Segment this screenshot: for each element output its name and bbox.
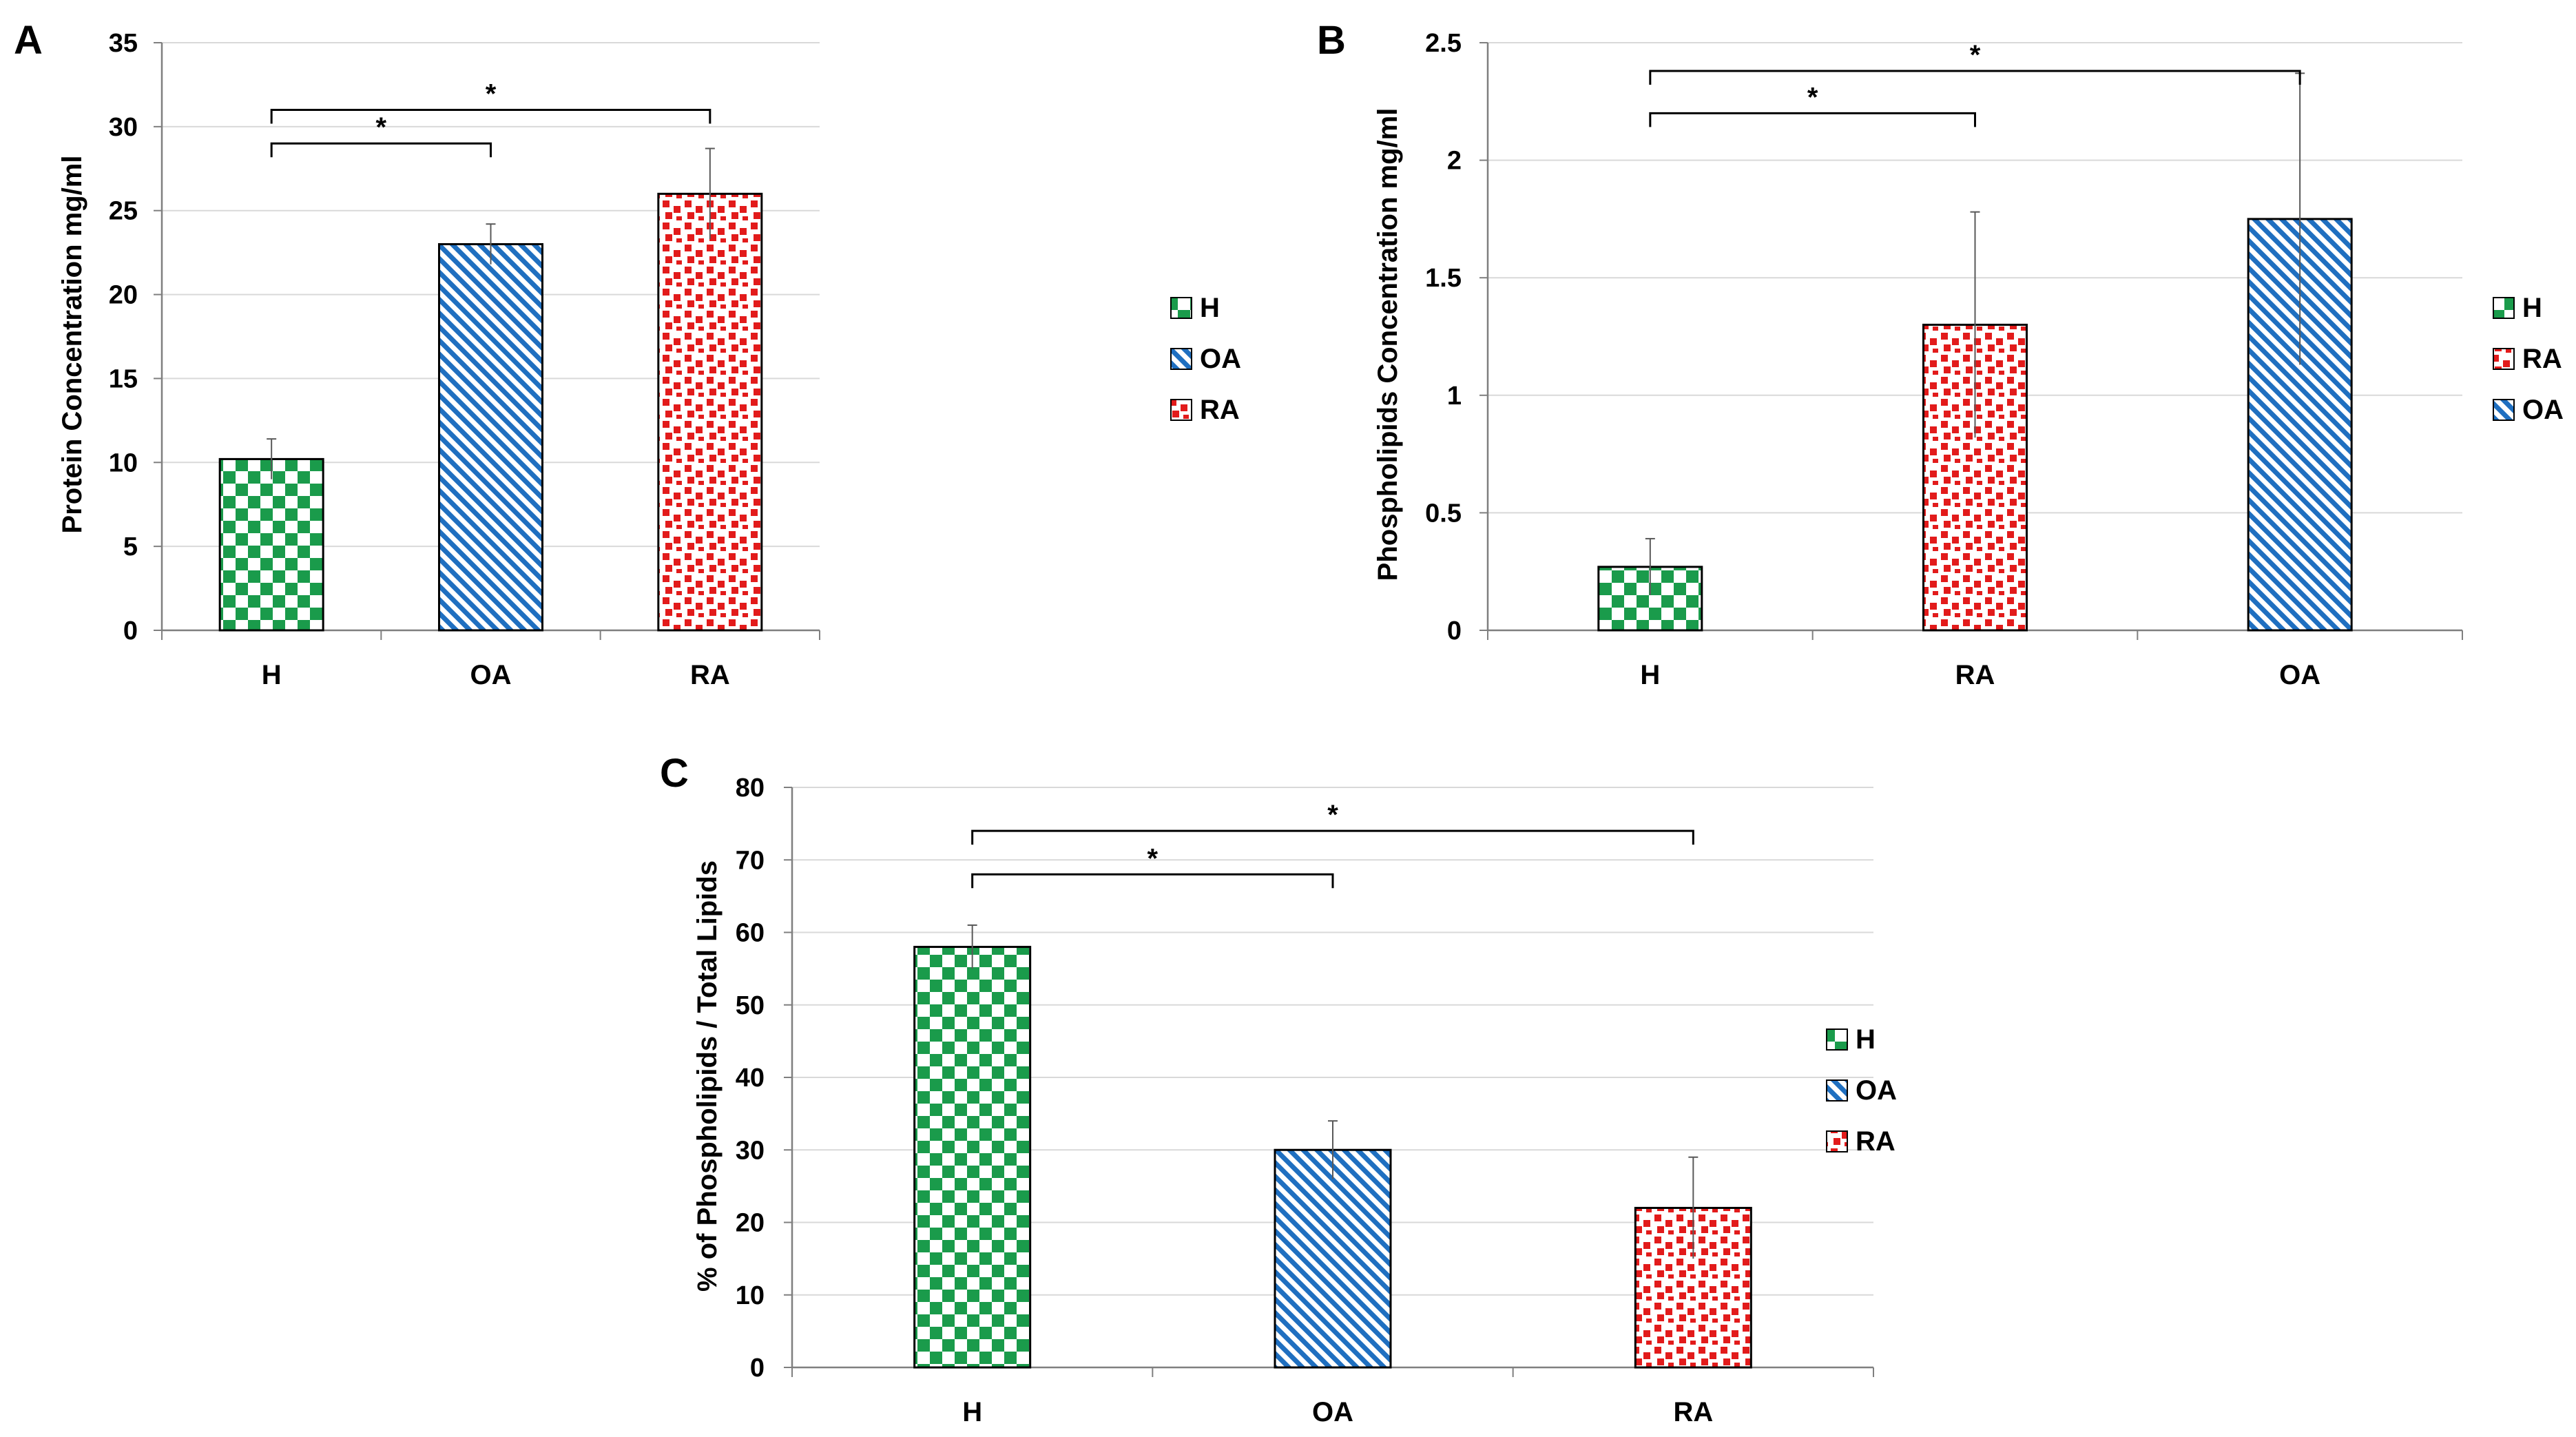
y-tick-label: 0.5 — [1425, 499, 1462, 528]
y-tick-label: 30 — [109, 113, 138, 142]
significance-bracket — [971, 873, 1334, 889]
legend-swatch-oa — [1170, 348, 1192, 370]
legend-swatch-ra — [1826, 1130, 1848, 1152]
legend-label: RA — [1200, 395, 1240, 425]
x-category-label: H — [262, 660, 282, 690]
legend-c: H OA RA — [1826, 1024, 1897, 1157]
y-tick-label: 25 — [109, 197, 138, 226]
y-axis-label-b: Phospholipids Concentration mg/ml — [1373, 108, 1403, 581]
y-tick-label: 2 — [1447, 147, 1462, 176]
y-tick-label: 40 — [736, 1064, 765, 1093]
significance-star: * — [376, 112, 387, 143]
bar-a-h — [218, 457, 324, 632]
chart-panel-b: B Phospholipids Concentration mg/ml 0 0.5… — [1317, 18, 2564, 690]
y-tick-label: 5 — [123, 533, 138, 561]
x-category-label: OA — [2279, 660, 2320, 690]
legend-label: RA — [1856, 1126, 1895, 1157]
x-category-label: RA — [1673, 1397, 1713, 1427]
y-tick-label: 15 — [109, 364, 138, 393]
x-category-label: H — [1640, 660, 1660, 690]
legend-swatch-h — [1826, 1028, 1848, 1051]
x-category-label: H — [962, 1397, 982, 1427]
legend-swatch-h — [1170, 297, 1192, 319]
significance-bracket — [1649, 112, 1976, 127]
legend-swatch-oa — [2493, 399, 2515, 421]
y-tick-label: 10 — [109, 448, 138, 477]
y-tick-label: 70 — [736, 846, 765, 875]
significance-bracket — [270, 108, 711, 124]
legend-a: H OA RA — [1170, 293, 1241, 425]
legend-label: H — [1200, 293, 1220, 323]
chart-panel-a: A Protein Concentration mg/ml 0 5 10 15 20 25… — [14, 18, 1241, 690]
bar-c-oa — [1274, 1148, 1392, 1369]
y-tick-label: 2.5 — [1425, 29, 1462, 58]
significance-bracket — [270, 142, 492, 158]
bar-a-ra — [657, 192, 763, 632]
x-category-label: OA — [1312, 1397, 1353, 1427]
bar-c-h — [913, 946, 1032, 1369]
significance-star: * — [1807, 82, 1818, 112]
y-tick-label: 20 — [736, 1209, 765, 1238]
panel-label-c: C — [660, 751, 689, 796]
x-category-label: OA — [470, 660, 512, 690]
y-tick-label: 0 — [1447, 617, 1462, 645]
x-category-label: RA — [1955, 660, 1995, 690]
y-tick-label: 80 — [736, 774, 765, 803]
chart-panel-c: C % of Phospholipids / Total Lipids 0 10 2… — [660, 751, 1897, 1427]
significance-bracket — [1649, 70, 2301, 85]
legend-b: H RA OA — [2493, 293, 2564, 425]
y-tick-label: 20 — [109, 281, 138, 310]
legend-swatch-ra — [1170, 399, 1192, 421]
legend-label: OA — [1200, 344, 1241, 374]
y-tick-label: 1 — [1447, 382, 1462, 411]
legend-swatch-ra — [2493, 348, 2515, 370]
y-axis-label-a: Protein Concentration mg/ml — [57, 156, 87, 534]
bar-a-oa — [438, 242, 543, 632]
y-axis-label-c: % of Phospholipids / Total Lipids — [692, 860, 723, 1292]
y-tick-label: 60 — [736, 919, 765, 948]
y-tick-label: 1.5 — [1425, 264, 1462, 293]
y-tick-label: 0 — [750, 1354, 765, 1383]
y-tick-label: 10 — [736, 1281, 765, 1310]
legend-label: OA — [1856, 1075, 1897, 1106]
legend-swatch-oa — [1826, 1079, 1848, 1102]
legend-label: RA — [2522, 344, 2562, 374]
legend-label: H — [1856, 1024, 1876, 1055]
legend-label: OA — [2522, 395, 2564, 425]
legend-label: H — [2522, 293, 2542, 323]
y-tick-label: 50 — [736, 991, 765, 1020]
significance-bracket — [971, 829, 1694, 845]
legend-swatch-h — [2493, 297, 2515, 319]
y-tick-label: 35 — [109, 29, 138, 58]
significance-star: * — [1970, 40, 1981, 70]
significance-star: * — [486, 79, 497, 109]
significance-star: * — [1327, 800, 1338, 830]
panel-label-b: B — [1317, 18, 1346, 63]
significance-star: * — [1147, 843, 1159, 873]
panel-label-a: A — [14, 18, 43, 63]
y-tick-label: 30 — [736, 1136, 765, 1165]
y-tick-label: 0 — [123, 617, 138, 645]
x-category-label: RA — [690, 660, 730, 690]
